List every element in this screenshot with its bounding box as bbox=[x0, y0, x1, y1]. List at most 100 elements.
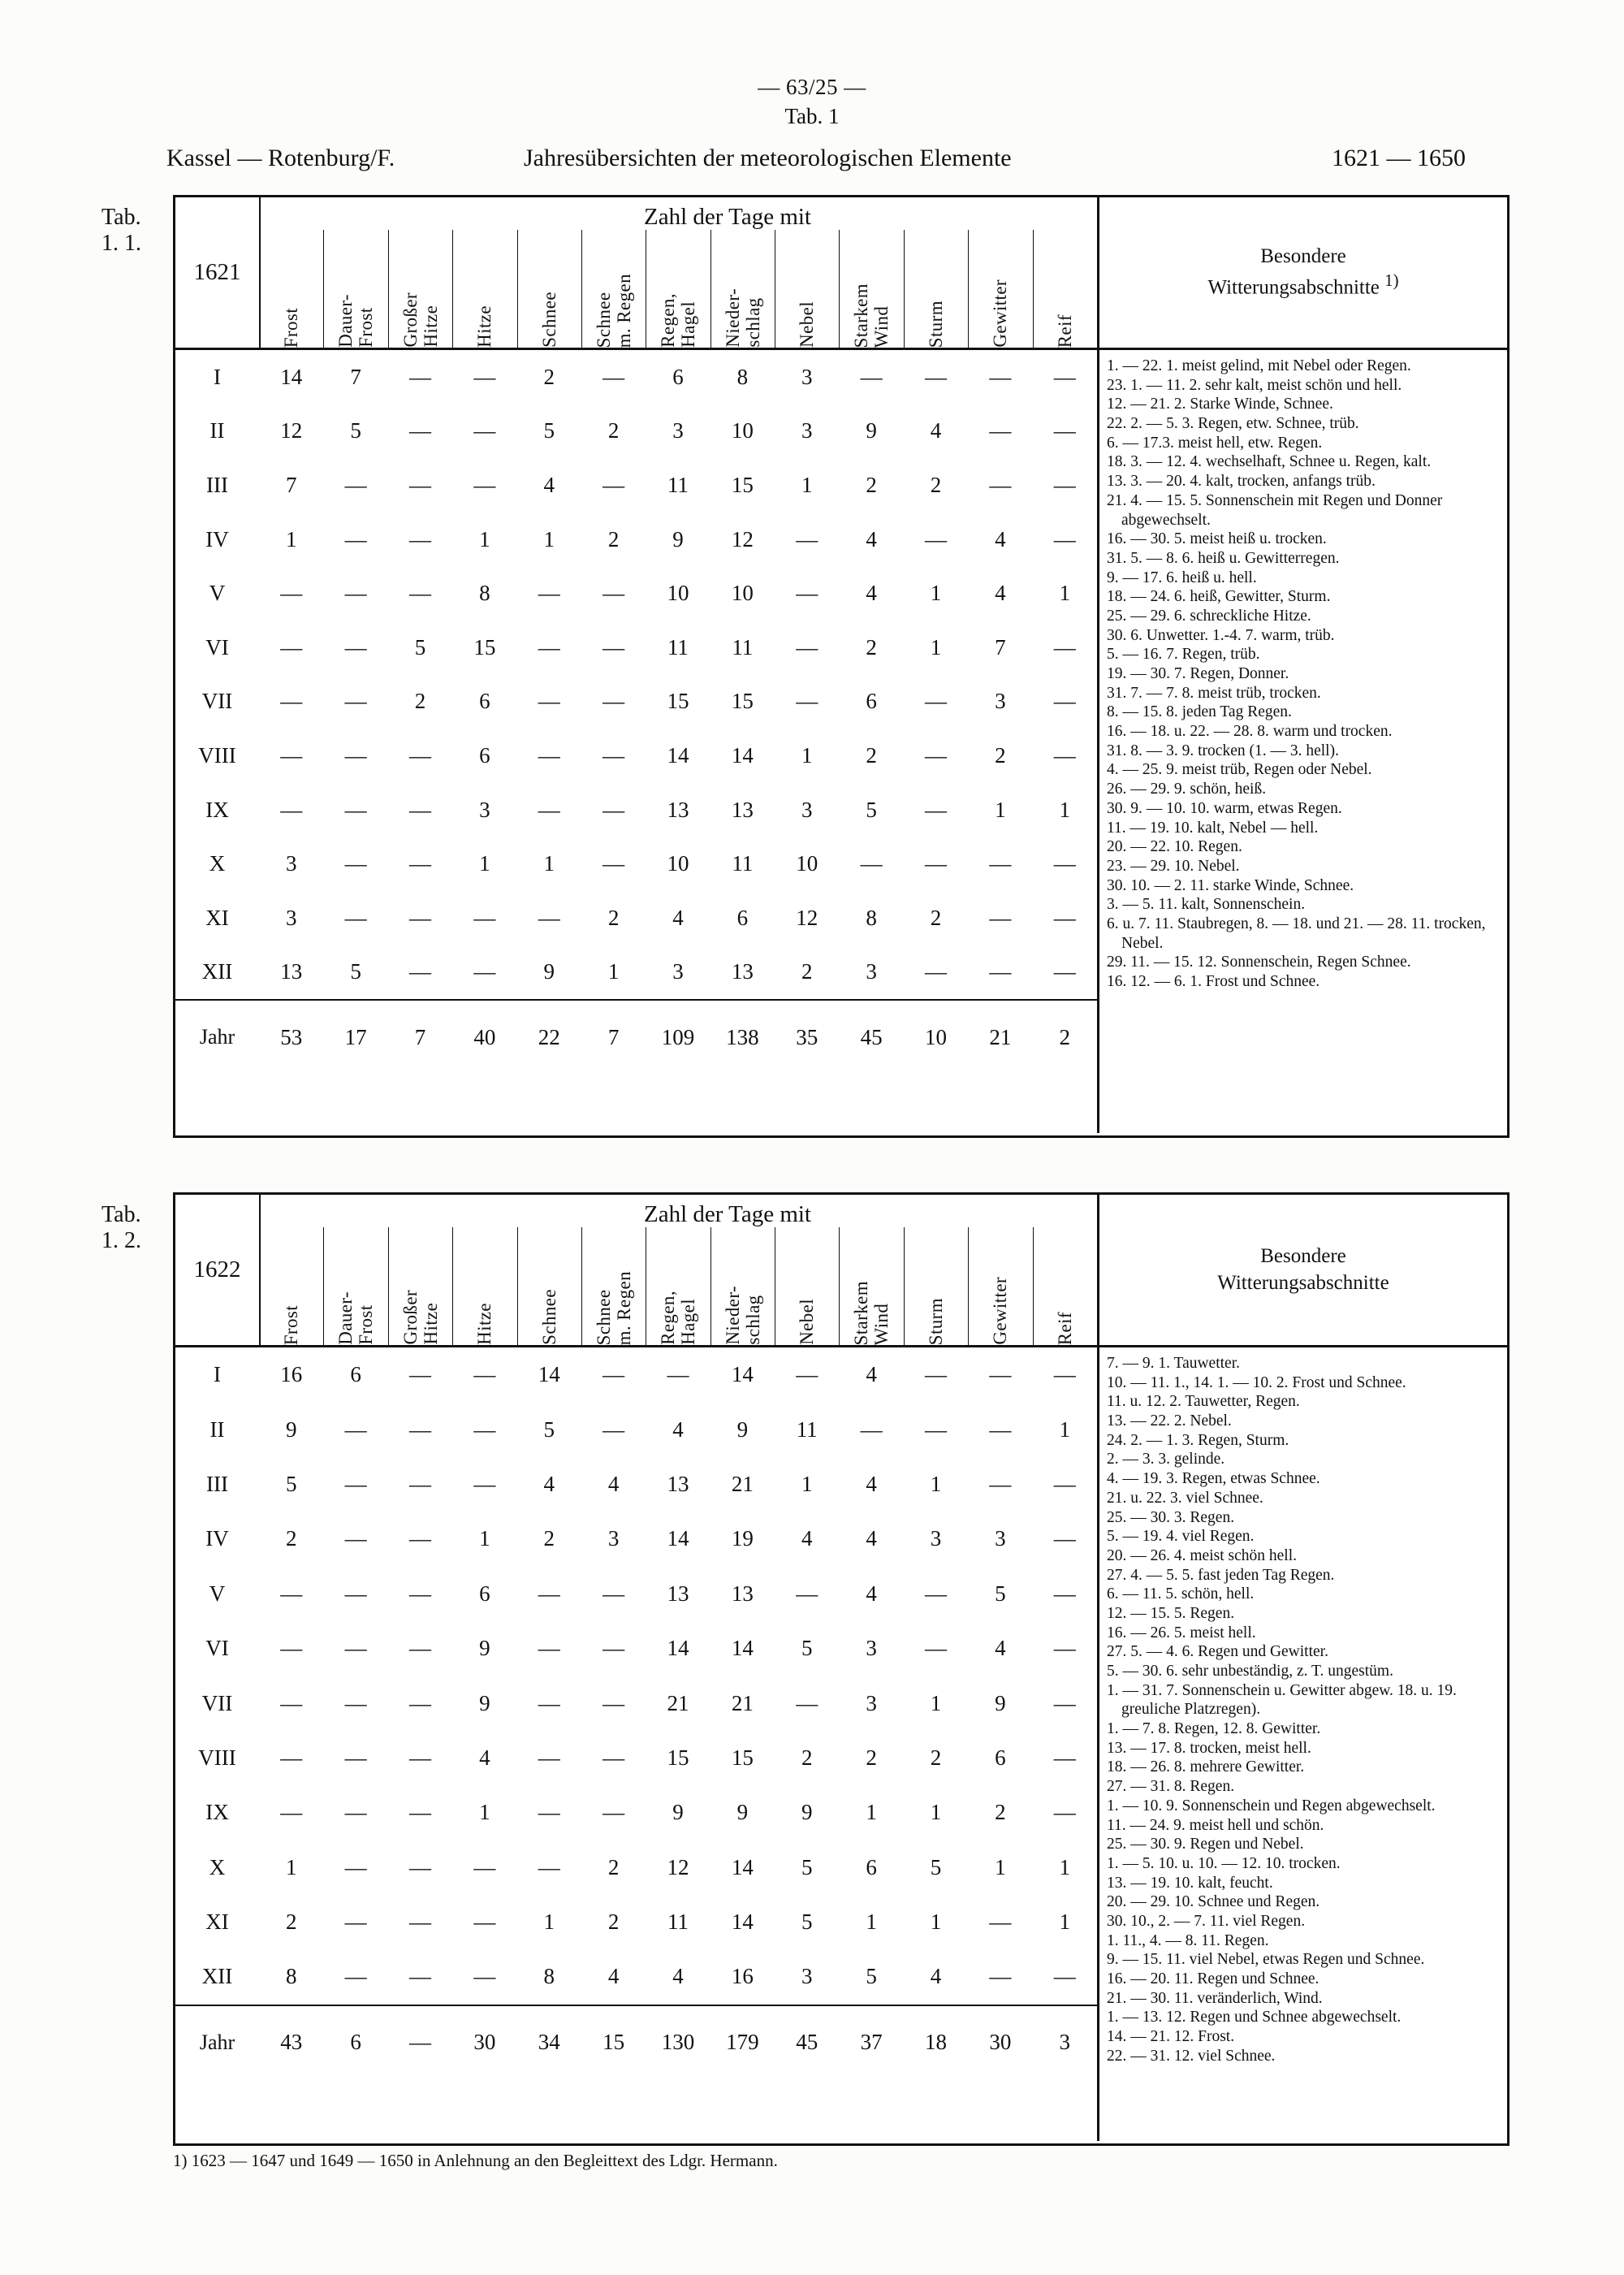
weather-note-entry: 29. 11. — 15. 12. Sonnenschein, Regen Sc… bbox=[1107, 954, 1411, 971]
table-cell: 13 bbox=[667, 1471, 689, 1496]
table-cell: — bbox=[796, 526, 818, 551]
column-header-label: Nieder- schlag bbox=[722, 288, 763, 348]
table-cell: — bbox=[280, 797, 303, 822]
table-cell: — bbox=[408, 1362, 431, 1387]
table-cell: — bbox=[603, 851, 625, 876]
table-cell: 10 bbox=[796, 851, 818, 876]
weather-note-entry: 16. — 30. 5. meist heiß u. trocken. bbox=[1107, 530, 1327, 548]
table-cell: 2 bbox=[801, 959, 813, 984]
table-cell: — bbox=[1053, 905, 1076, 930]
table-cell: 9 bbox=[801, 1800, 813, 1825]
table-cell: — bbox=[1053, 1964, 1076, 1989]
weather-note-entry: 23. — 29. 10. Nebel. bbox=[1107, 857, 1240, 875]
weather-note-entry: 20. — 29. 10. Schnee und Regen. bbox=[1107, 1893, 1320, 1911]
table-cell: 4 bbox=[866, 1581, 877, 1606]
table-cell: 5 bbox=[866, 797, 877, 822]
table-cell: 4 bbox=[607, 1471, 620, 1496]
table-cell: — bbox=[860, 1416, 883, 1442]
yearly-total-cell: — bbox=[408, 2030, 431, 2055]
table-cell: 1 bbox=[607, 959, 620, 984]
table-cell: — bbox=[538, 905, 560, 930]
table-cell: — bbox=[603, 1745, 625, 1770]
weather-note-entry: 8. — 15. 8. jeden Tag Regen. bbox=[1107, 703, 1292, 721]
yearly-total-cell: 43 bbox=[280, 2030, 303, 2055]
table-cell: 2 bbox=[930, 905, 942, 930]
table-cell: 1 bbox=[479, 1526, 490, 1551]
column-header-label: Frost bbox=[281, 1304, 302, 1345]
table-cell: 3 bbox=[801, 1964, 813, 1989]
table-row: X 1 — — — — 2 12 14 5 6 5 1 1 bbox=[175, 1840, 1097, 1895]
table1-body: I 14 7— —2—6 8 3— — — — II 12 5— —5 2 3 10 3 9 4— — III 7— — —4… bbox=[175, 350, 1507, 1133]
yearly-total-cell: 45 bbox=[860, 1024, 883, 1049]
table-cell: — bbox=[989, 851, 1012, 876]
table-cell: 14 bbox=[667, 1526, 689, 1551]
column-header-reif: Reif bbox=[1032, 230, 1098, 348]
table-cell: — bbox=[1053, 1526, 1076, 1551]
column-header-label: Starkem Wind bbox=[851, 283, 892, 348]
table-cell: 11 bbox=[796, 1416, 818, 1442]
table-cell: 1 bbox=[1059, 581, 1070, 606]
table-cell: 1 bbox=[479, 1800, 490, 1825]
weather-note-entry: 25. — 30. 9. Regen und Nebel. bbox=[1107, 1836, 1304, 1853]
weather-note-entry: 27. 4. — 5. 5. fast jeden Tag Regen. bbox=[1107, 1566, 1335, 1584]
column-header-label: Nebel bbox=[797, 301, 818, 348]
table-cell: 14 bbox=[731, 1362, 754, 1387]
table-cell: — bbox=[603, 1581, 625, 1606]
table-cell: 4 bbox=[866, 581, 877, 606]
table-cell: 14 bbox=[731, 1854, 754, 1879]
header-left-location: Kassel — Rotenburg/F. bbox=[166, 145, 395, 171]
table-cell: 1 bbox=[543, 526, 555, 551]
table-cell: 12 bbox=[667, 1854, 689, 1879]
table-cell: 14 bbox=[667, 742, 689, 768]
table-cell: — bbox=[473, 472, 496, 497]
column-header-label: Nieder- schlag bbox=[722, 1286, 763, 1345]
table-cell: 3 bbox=[285, 905, 297, 930]
table-cell: 12 bbox=[796, 905, 818, 930]
table-cell: 1 bbox=[1059, 797, 1070, 822]
column-header-label: Reif bbox=[1054, 314, 1075, 348]
table-cell: — bbox=[924, 689, 947, 714]
column-header-label: Frost bbox=[281, 307, 302, 348]
column-header-großer-hitze: Großer Hitze bbox=[387, 230, 453, 348]
table-cell: — bbox=[344, 1854, 367, 1879]
column-header-label: Regen, Hagel bbox=[658, 293, 698, 348]
row-month-label: X bbox=[209, 851, 226, 876]
yearly-total-cell: 2 bbox=[1059, 1024, 1070, 1049]
table-cell: — bbox=[473, 364, 496, 389]
table-cell: 7 bbox=[995, 634, 1006, 660]
table-cell: — bbox=[989, 472, 1012, 497]
table-cell: — bbox=[344, 1636, 367, 1661]
table-row: XII 13 5— —9 1 3 13 2 3— — — bbox=[175, 945, 1097, 1000]
weather-note-entry: 19. — 30. 7. Regen, Donner. bbox=[1107, 665, 1289, 682]
weather-note-entry: 1. — 22. 1. meist gelind, mit Nebel oder… bbox=[1107, 357, 1411, 374]
table-cell: — bbox=[408, 1526, 431, 1551]
table-cell: — bbox=[280, 689, 303, 714]
table-cell: — bbox=[603, 364, 625, 389]
table-cell: 2 bbox=[995, 1800, 1006, 1825]
page-number: — 63/25 — bbox=[758, 75, 866, 99]
table-cell: — bbox=[473, 905, 496, 930]
table-cell: — bbox=[924, 526, 947, 551]
table-cell: — bbox=[408, 905, 431, 930]
table-cell: — bbox=[473, 1362, 496, 1387]
table-cell: 1 bbox=[479, 851, 490, 876]
column-header-label: Gewitter bbox=[990, 279, 1011, 348]
column-header-starkem-wind: Starkem Wind bbox=[839, 230, 904, 348]
table-cell: — bbox=[280, 1800, 303, 1825]
table-cell: — bbox=[538, 634, 560, 660]
yearly-total-label: Jahr bbox=[199, 1025, 235, 1049]
table-cell: 15 bbox=[731, 689, 754, 714]
table-cell: 3 bbox=[672, 959, 684, 984]
table-cell: 9 bbox=[736, 1416, 749, 1442]
table-cell: — bbox=[408, 526, 431, 551]
table-cell: — bbox=[796, 689, 818, 714]
table2-notes-column: 7. — 9. 1. Tauwetter. 10. — 11. 1., 14. 1… bbox=[1097, 1347, 1507, 2065]
table-cell: 10 bbox=[731, 581, 754, 606]
table-cell: 2 bbox=[866, 634, 877, 660]
yearly-total-cell: 35 bbox=[796, 1024, 818, 1049]
table-cell: — bbox=[603, 797, 625, 822]
table-row: IX — — — 3 — — 13 13 3 5 — 1 1 bbox=[175, 783, 1097, 837]
table-row: XII 8 — — — 8 4 4 16 3 5 4 — — bbox=[175, 1949, 1097, 2004]
table-cell: — bbox=[860, 364, 883, 389]
table-cell: — bbox=[473, 418, 496, 443]
